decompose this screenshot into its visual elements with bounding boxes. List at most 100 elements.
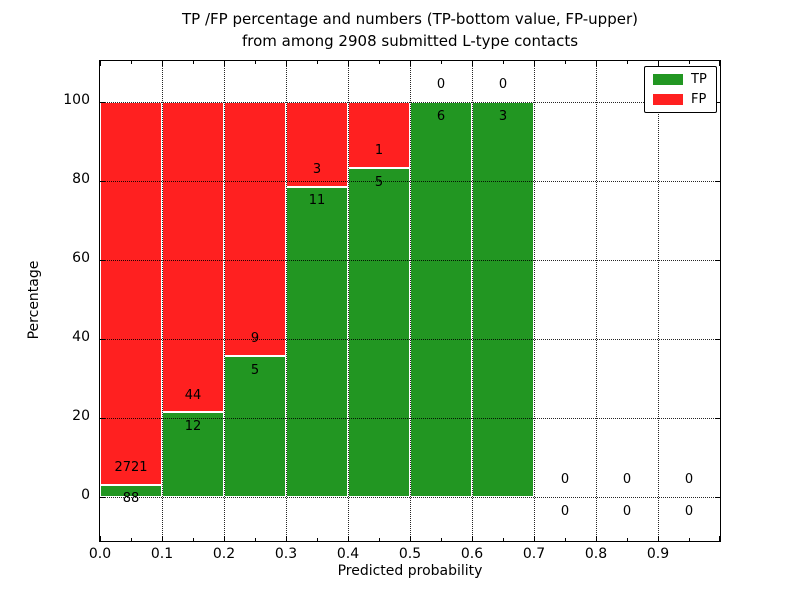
- x-minor-tick: [503, 61, 504, 64]
- x-minor-tick: [379, 61, 380, 64]
- y-tick-label: 100: [63, 92, 90, 108]
- x-major-tick: [348, 61, 349, 66]
- x-major-tick: [162, 61, 163, 66]
- bar-segment-fp: [224, 102, 286, 356]
- legend-entry-fp: FP: [653, 93, 707, 106]
- tp-count-label: 0: [684, 503, 694, 519]
- x-major-tick: [348, 536, 349, 541]
- x-minor-tick: [379, 538, 380, 541]
- y-major-tick: [100, 102, 105, 103]
- fp-count-label: 2721: [114, 459, 148, 475]
- y-major-tick: [715, 260, 720, 261]
- bar-segment-tp: [472, 102, 534, 497]
- x-tick-label: 0.6: [460, 546, 484, 562]
- x-major-tick: [658, 61, 659, 66]
- y-tick-label: 80: [72, 171, 90, 187]
- x-minor-tick: [565, 538, 566, 541]
- x-tick-label: 0.1: [150, 546, 174, 562]
- v-gridline: [533, 61, 535, 541]
- x-minor-tick: [193, 538, 194, 541]
- x-major-tick: [286, 61, 287, 66]
- x-major-tick: [100, 536, 101, 541]
- chart-title-line1: TP /FP percentage and numbers (TP-bottom…: [182, 10, 638, 28]
- x-tick-label: 0.5: [398, 546, 422, 562]
- fp-count-label: 3: [312, 161, 322, 177]
- x-minor-tick: [131, 538, 132, 541]
- y-major-tick: [715, 339, 720, 340]
- tp-count-label: 6: [436, 108, 446, 124]
- bar-segment-fp: [162, 102, 224, 413]
- plot-area: [99, 60, 721, 542]
- x-minor-tick: [255, 61, 256, 64]
- bar-segment-fp: [348, 102, 410, 168]
- x-tick-label: 0.2: [212, 546, 236, 562]
- fp-count-label: 9: [250, 331, 260, 347]
- bar-segment-tp: [162, 412, 224, 497]
- tp-count-label: 0: [622, 503, 632, 519]
- v-gridline: [409, 61, 411, 541]
- x-minor-tick: [689, 61, 690, 64]
- x-tick-label: 0.9: [646, 546, 670, 562]
- y-tick-label: 60: [72, 250, 90, 266]
- y-major-tick: [715, 181, 720, 182]
- fp-color-swatch: [653, 94, 683, 105]
- y-major-tick: [715, 102, 720, 103]
- bar-segment-fp: [286, 102, 348, 187]
- x-major-tick: [596, 536, 597, 541]
- legend: TP FP: [644, 66, 717, 113]
- y-major-tick: [100, 418, 105, 419]
- x-major-tick: [162, 536, 163, 541]
- x-tick-label: 0.0: [88, 546, 112, 562]
- x-minor-tick: [627, 538, 628, 541]
- fp-count-label: 1: [374, 143, 384, 159]
- x-axis-label: Predicted probability: [337, 563, 483, 579]
- x-minor-tick: [131, 61, 132, 64]
- v-gridline: [161, 61, 163, 541]
- tp-count-label: 3: [498, 108, 508, 124]
- x-major-tick: [472, 61, 473, 66]
- x-major-tick: [224, 536, 225, 541]
- y-major-tick: [715, 418, 720, 419]
- x-tick-label: 0.7: [522, 546, 546, 562]
- bar-segment-tp: [224, 355, 286, 497]
- tp-count-label: 88: [122, 491, 140, 507]
- y-tick-label: 20: [72, 408, 90, 424]
- v-gridline: [657, 61, 659, 541]
- v-gridline: [471, 61, 473, 541]
- tp-count-label: 12: [184, 419, 202, 435]
- x-major-tick: [534, 536, 535, 541]
- x-minor-tick: [255, 538, 256, 541]
- x-major-tick: [719, 536, 720, 541]
- x-major-tick: [596, 61, 597, 66]
- y-major-tick: [715, 497, 720, 498]
- bar-segment-tp: [286, 186, 348, 497]
- fp-count-label: 0: [436, 77, 446, 93]
- x-major-tick: [658, 536, 659, 541]
- legend-entry-tp: TP: [653, 73, 707, 86]
- x-major-tick: [719, 61, 720, 66]
- y-major-tick: [100, 339, 105, 340]
- bar-segment-fp: [100, 102, 162, 485]
- x-tick-label: 0.4: [336, 546, 360, 562]
- x-minor-tick: [317, 61, 318, 64]
- y-major-tick: [100, 260, 105, 261]
- fp-count-label: 0: [684, 472, 694, 488]
- x-minor-tick: [193, 61, 194, 64]
- x-major-tick: [224, 61, 225, 66]
- y-tick-label: 0: [81, 487, 90, 503]
- v-gridline: [285, 61, 287, 541]
- y-tick-label: 40: [72, 329, 90, 345]
- tp-count-label: 11: [308, 193, 326, 209]
- y-axis-label: Percentage: [26, 260, 42, 340]
- fp-count-label: 0: [498, 77, 508, 93]
- x-tick-label: 0.3: [274, 546, 298, 562]
- x-minor-tick: [565, 61, 566, 64]
- x-minor-tick: [627, 61, 628, 64]
- chart-title-line2: from among 2908 submitted L-type contact…: [241, 32, 579, 50]
- v-gridline: [223, 61, 225, 541]
- y-major-tick: [100, 497, 105, 498]
- tp-count-label: 5: [374, 174, 384, 190]
- x-minor-tick: [441, 538, 442, 541]
- x-major-tick: [286, 536, 287, 541]
